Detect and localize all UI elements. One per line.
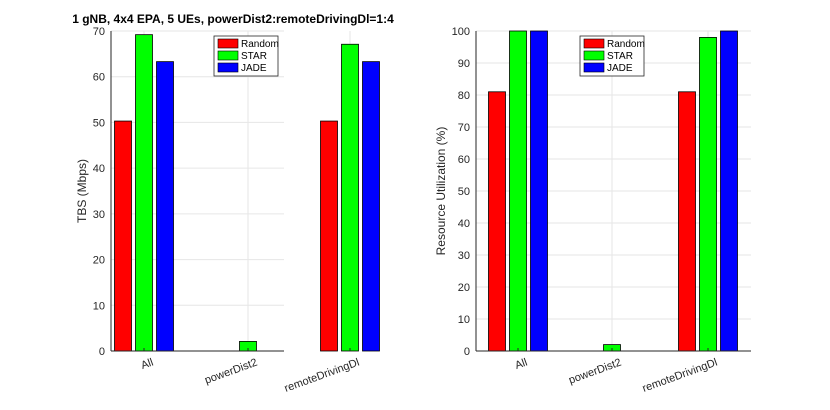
y-tick-label: 10 — [93, 300, 105, 312]
y-tick-label: 40 — [93, 163, 105, 175]
y-tick-label: 30 — [458, 250, 470, 262]
x-tick-label: All — [513, 357, 529, 372]
x-tick-label: powerDist2 — [567, 357, 623, 387]
legend-swatch-star — [583, 50, 605, 61]
x-tick-label: powerDist2 — [203, 357, 259, 387]
y-tick-label: 0 — [99, 346, 105, 358]
legend-swatch-star — [217, 50, 239, 61]
bar-star-remotedrivingdl — [341, 43, 359, 352]
bar-random-all — [114, 120, 132, 352]
x-tick-label: remoteDrivingDl — [641, 357, 719, 395]
y-tick-label: 60 — [458, 154, 470, 166]
y-tick-label: 50 — [458, 186, 470, 198]
legend-swatch-random — [217, 38, 239, 49]
bar-jade-remotedrivingdl — [720, 30, 738, 352]
y-tick-label: 50 — [93, 117, 105, 129]
legend-label-random: Random — [241, 39, 279, 50]
legend-label-star: STAR — [607, 51, 633, 62]
bar-random-remotedrivingdl — [320, 120, 338, 352]
y-axis-label: TBS (Mbps) — [75, 159, 89, 223]
bar-random-all — [488, 91, 506, 352]
y-tick-label: 30 — [93, 209, 105, 221]
legend-label-jade: JADE — [607, 63, 633, 74]
y-tick-label: 90 — [458, 58, 470, 70]
bar-jade-all — [530, 30, 548, 352]
chart-title: 1 gNB, 4x4 EPA, 5 UEs, powerDist2:remote… — [72, 12, 394, 26]
y-tick-label: 40 — [458, 218, 470, 230]
y-tick-label: 70 — [93, 26, 105, 38]
y-tick-label: 20 — [93, 255, 105, 267]
legend-swatch-random — [583, 38, 605, 49]
legend-swatch-jade — [583, 62, 605, 73]
chart-2: 0 10 20 30 40 50 60 70 80 90 100 All powerDist2 remot… — [434, 26, 751, 395]
y-tick-label: 100 — [452, 26, 470, 38]
bar-random-remotedrivingdl — [678, 91, 696, 352]
x-tick-label: All — [139, 357, 155, 372]
bar-star-remotedrivingdl — [699, 37, 717, 352]
bar-jade-remotedrivingdl — [362, 61, 380, 352]
x-tick-label: remoteDrivingDl — [283, 357, 361, 395]
y-tick-label: 60 — [93, 72, 105, 84]
bar-star-all — [135, 34, 153, 352]
y-tick-label: 10 — [458, 314, 470, 326]
y-axis-label: Resource Utilization (%) — [434, 127, 448, 256]
y-tick-label: 0 — [464, 346, 470, 358]
legend-label-star: STAR — [241, 51, 267, 62]
bar-star-all — [509, 30, 527, 352]
chart-1: 0 10 20 30 40 50 60 70 All powerDist2 remoteDrivin… — [72, 12, 394, 395]
y-tick-label: 80 — [458, 90, 470, 102]
legend-label-jade: JADE — [241, 63, 267, 74]
legend-swatch-jade — [217, 62, 239, 73]
bar-jade-all — [156, 61, 174, 352]
y-tick-label: 70 — [458, 122, 470, 134]
legend-label-random: Random — [607, 39, 645, 50]
y-tick-label: 20 — [458, 282, 470, 294]
